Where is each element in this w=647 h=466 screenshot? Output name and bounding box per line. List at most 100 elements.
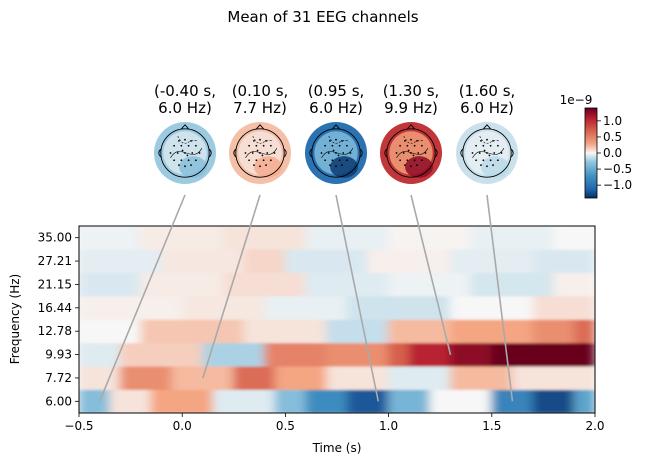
- heatmap-cell: [511, 365, 595, 390]
- y-axis: 6.00 7.72 9.93 12.78 16.44 21.15 27.21 35.00: [38, 231, 79, 408]
- topomap-sensor: [262, 159, 265, 162]
- topomap: (0.10 s,7.7 Hz): [229, 82, 291, 184]
- topomap-sensor: [184, 152, 186, 154]
- topomap-sensor: [492, 164, 494, 166]
- y-tick-label: 7.72: [45, 371, 72, 385]
- topomap: (1.60 s,6.0 Hz): [456, 82, 518, 184]
- heatmap-cell: [388, 389, 431, 413]
- heatmap-cell: [532, 389, 575, 413]
- heatmap-cell: [79, 295, 183, 320]
- topomap-contour: [472, 148, 505, 158]
- colorbar-gradient: [584, 107, 598, 199]
- topomap-contour: [245, 148, 278, 158]
- topomap-label-time: (-0.40 s,: [154, 82, 216, 100]
- topomap-sensor: [259, 138, 261, 141]
- topomap-sensor: [191, 152, 194, 154]
- topomap-nose: [482, 124, 492, 130]
- heatmap-cell: [450, 249, 534, 274]
- topomap-contour: [321, 148, 354, 158]
- topomap-sensor: [178, 140, 180, 142]
- topomap-sensor: [332, 149, 335, 152]
- topomap-connector-line: [202, 194, 261, 379]
- heatmap-cell: [222, 226, 307, 250]
- heatmap-cell: [305, 226, 390, 250]
- heatmap-cell: [553, 272, 595, 297]
- topomap-sensor: [483, 149, 486, 152]
- topomap-sensor: [416, 140, 418, 142]
- heatmap-cell: [429, 389, 493, 413]
- topomap-sensor: [345, 159, 348, 162]
- topomap-connector-line: [98, 194, 186, 402]
- heatmap-cell: [532, 319, 575, 344]
- x-tick-label: 0.0: [173, 419, 192, 433]
- topomap-sensor: [265, 140, 267, 142]
- x-tick-label: 1.5: [482, 419, 501, 433]
- topomap-sensor: [329, 140, 331, 142]
- x-tick-label: 2.0: [585, 419, 604, 433]
- topomap-label-freq: 6.0 Hz): [309, 99, 363, 117]
- topomap-sensor: [489, 159, 492, 162]
- topomap-head-outline: [386, 128, 436, 178]
- topomap-connector-line: [335, 194, 380, 402]
- heatmap-cell: [161, 249, 245, 274]
- topomap-sensor: [413, 159, 416, 162]
- topomap-sensor: [399, 159, 402, 162]
- topomap-ear-left: [233, 148, 237, 158]
- topomap-sensor: [324, 159, 327, 162]
- heatmap-cell: [470, 272, 555, 297]
- topomap-head-outline: [160, 128, 210, 178]
- topomap-head-outline: [235, 128, 285, 178]
- topomap-blob: [405, 156, 433, 178]
- topomap-connectors: [98, 194, 514, 402]
- topomap-sensor: [338, 144, 341, 147]
- heatmap-cell: [222, 272, 307, 297]
- heatmap-cell: [305, 389, 348, 413]
- topomap-sensor: [413, 144, 416, 147]
- topomap-sensor: [256, 149, 259, 152]
- heatmap-cell: [243, 319, 328, 344]
- topomap-sensor: [190, 164, 192, 166]
- heatmap-cell: [79, 249, 163, 274]
- topomap-ear-right: [434, 148, 438, 158]
- heatmap-cell: [346, 389, 390, 413]
- topomap-blob: [254, 156, 282, 178]
- x-axis: −0.5 0.0 0.5 1.0 1.5 2.0: [64, 413, 605, 433]
- topomap-sensor: [194, 144, 197, 147]
- topomap-sensor: [406, 144, 409, 147]
- topomap-sensor: [253, 164, 255, 166]
- topomap-sensor: [320, 152, 323, 154]
- colorbar: 1e−9 −1.0 −0.5 0.0 0.5 1.0: [560, 93, 632, 199]
- topomap-sensor: [492, 140, 494, 142]
- topomap-sensor: [486, 138, 488, 141]
- heatmap-cell: [181, 295, 266, 320]
- colorbar-tick-label: 0.5: [603, 130, 622, 144]
- colorbar-tick-label: 1.0: [603, 114, 622, 128]
- topomap-ear-right: [283, 148, 287, 158]
- topomap-ear-left: [460, 148, 464, 158]
- topomap-contour: [170, 148, 203, 158]
- topomap-sensor: [269, 159, 272, 162]
- topomap-sensor: [410, 165, 412, 168]
- topomap-sensor: [338, 159, 341, 162]
- heatmap-cell: [264, 295, 348, 320]
- heatmap-cell: [388, 226, 472, 250]
- topomap: (1.30 s,9.9 Hz): [380, 82, 442, 184]
- heatmap-cell: [388, 342, 410, 367]
- topomap-contour: [403, 135, 424, 144]
- topomap-sensor: [187, 159, 190, 162]
- plot-frame: [78, 225, 596, 414]
- topomap-contour: [252, 135, 273, 144]
- topomap-sensor: [417, 152, 420, 154]
- topomap-contour: [396, 148, 429, 158]
- topomap-sensor: [404, 164, 406, 166]
- heatmap-cell: [532, 342, 575, 367]
- topomap-sensor: [335, 138, 337, 141]
- heatmap-cell: [150, 389, 214, 413]
- x-tick-label: 0.5: [276, 419, 295, 433]
- topomap-sensor: [335, 152, 337, 154]
- topomap-sensor: [341, 164, 343, 166]
- heatmap-cell: [450, 342, 493, 367]
- topomap-sensor: [251, 152, 254, 154]
- topomap-sensor: [486, 152, 488, 154]
